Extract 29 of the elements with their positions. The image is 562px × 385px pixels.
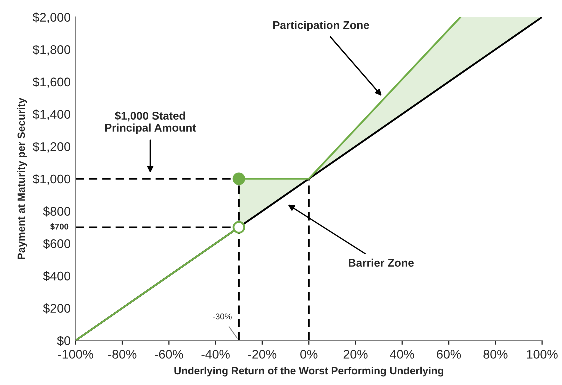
x-tick-label: 0% bbox=[300, 350, 318, 359]
x-axis-title: Underlying Return of the Worst Performing Underlying bbox=[174, 366, 444, 377]
x-tick-label: -40% bbox=[202, 350, 230, 359]
y-axis-title: Payment at Maturity per Security bbox=[18, 98, 28, 260]
x-tick-label: -60% bbox=[155, 350, 184, 359]
annotation: -30% bbox=[213, 314, 232, 320]
x-tick-label: 40% bbox=[390, 350, 414, 359]
x-tick-label: 100% bbox=[527, 350, 558, 359]
x-tick-label: 20% bbox=[344, 350, 368, 359]
y-tick-label: $1,200 bbox=[32, 142, 71, 153]
y-tick-label: $1,600 bbox=[32, 77, 71, 88]
annotation: Barrier Zone bbox=[349, 258, 414, 267]
y-tick-label: $1,400 bbox=[32, 110, 71, 120]
annotation: $1,000 Stated Principal Amount bbox=[105, 112, 196, 134]
y-tick-label: $400 bbox=[43, 271, 71, 282]
annotation: Participation Zone bbox=[274, 21, 370, 32]
x-tick-label: -100% bbox=[58, 350, 94, 359]
y-tick-label: $600 bbox=[43, 238, 71, 250]
x-tick-label: -20% bbox=[248, 350, 277, 359]
y-tick-label: $0 bbox=[57, 336, 71, 346]
x-tick-label: -80% bbox=[108, 350, 137, 359]
y-tick-label: $1,800 bbox=[32, 44, 71, 56]
x-tick-label: 80% bbox=[484, 350, 508, 359]
y-tick-label: $1,000 bbox=[32, 174, 71, 186]
y-tick-label: $200 bbox=[43, 304, 71, 314]
annotation: $700 bbox=[50, 224, 69, 230]
y-tick-label: $2,000 bbox=[32, 12, 71, 24]
y-tick-label: $800 bbox=[43, 206, 71, 217]
x-tick-label: 60% bbox=[437, 350, 462, 359]
